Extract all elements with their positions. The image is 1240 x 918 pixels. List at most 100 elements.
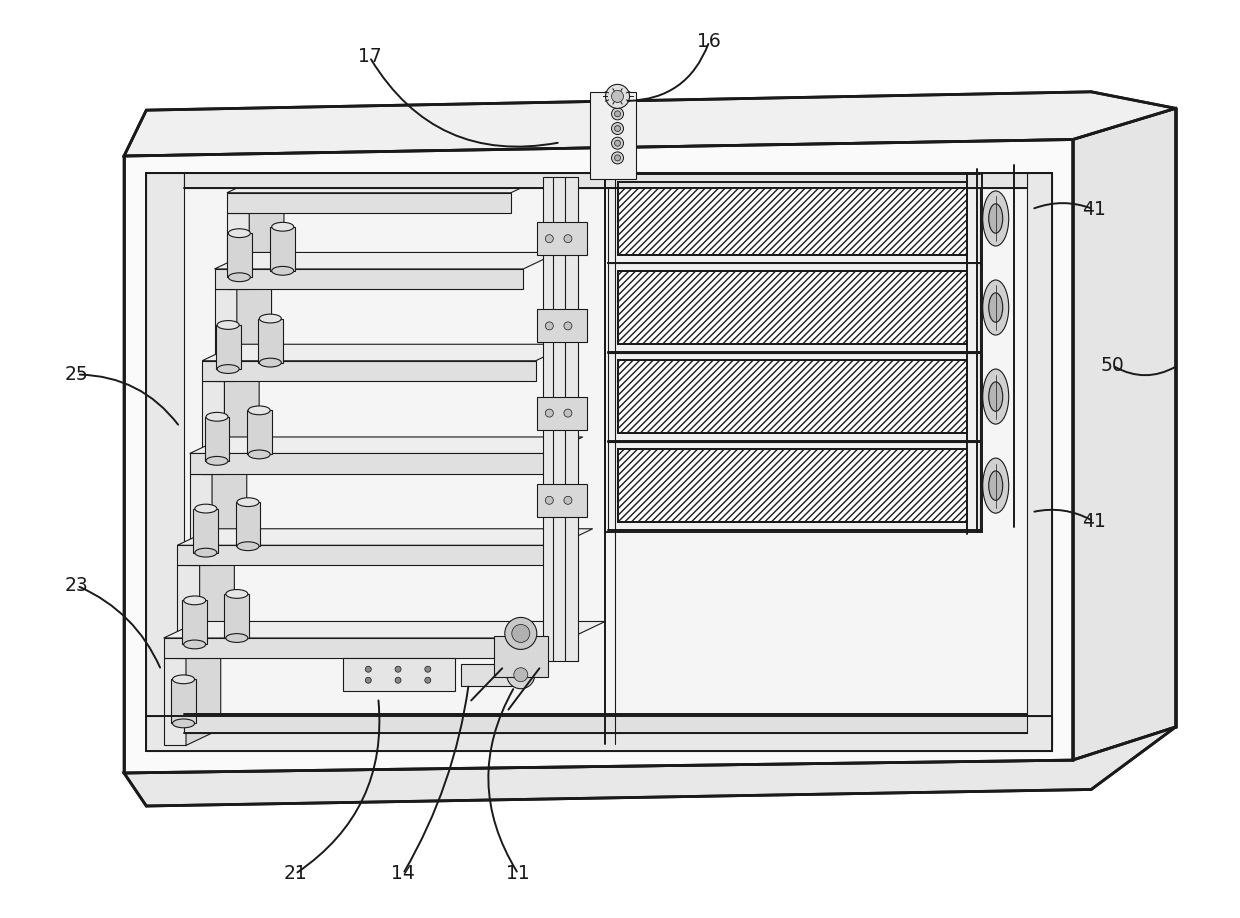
Polygon shape xyxy=(1027,173,1052,744)
Polygon shape xyxy=(186,642,221,745)
Polygon shape xyxy=(164,621,605,638)
Polygon shape xyxy=(258,319,283,363)
Polygon shape xyxy=(146,716,1052,751)
Ellipse shape xyxy=(988,382,1003,411)
Text: 17: 17 xyxy=(357,48,382,66)
Polygon shape xyxy=(618,182,967,255)
Polygon shape xyxy=(537,484,587,517)
Polygon shape xyxy=(193,509,218,553)
Circle shape xyxy=(564,235,572,242)
Circle shape xyxy=(615,111,620,117)
Polygon shape xyxy=(618,271,967,344)
Polygon shape xyxy=(184,173,1027,188)
Circle shape xyxy=(564,409,572,417)
Polygon shape xyxy=(224,594,249,638)
Polygon shape xyxy=(215,252,558,269)
Polygon shape xyxy=(236,502,260,546)
Ellipse shape xyxy=(184,640,206,649)
Ellipse shape xyxy=(195,504,217,513)
Polygon shape xyxy=(164,638,570,658)
Polygon shape xyxy=(177,529,593,545)
Polygon shape xyxy=(227,233,252,277)
Polygon shape xyxy=(146,173,184,744)
Circle shape xyxy=(396,677,401,683)
Circle shape xyxy=(611,107,624,120)
Ellipse shape xyxy=(259,358,281,367)
Polygon shape xyxy=(590,92,636,179)
Circle shape xyxy=(366,666,371,672)
Polygon shape xyxy=(537,309,587,342)
Circle shape xyxy=(546,235,553,242)
Polygon shape xyxy=(237,273,272,381)
Ellipse shape xyxy=(226,633,248,643)
Text: 23: 23 xyxy=(64,577,89,595)
Circle shape xyxy=(513,667,528,682)
Polygon shape xyxy=(205,417,229,461)
Circle shape xyxy=(611,137,624,150)
Circle shape xyxy=(546,497,553,504)
Circle shape xyxy=(615,155,620,161)
Polygon shape xyxy=(1073,108,1176,760)
Polygon shape xyxy=(190,453,548,474)
Polygon shape xyxy=(608,174,980,263)
Circle shape xyxy=(366,677,371,683)
Circle shape xyxy=(564,322,572,330)
Polygon shape xyxy=(461,664,515,686)
Circle shape xyxy=(546,322,553,330)
Ellipse shape xyxy=(206,456,228,465)
Polygon shape xyxy=(247,410,272,454)
Circle shape xyxy=(615,140,620,146)
Polygon shape xyxy=(227,193,511,213)
Ellipse shape xyxy=(237,498,259,507)
Ellipse shape xyxy=(248,406,270,415)
Circle shape xyxy=(611,90,624,103)
Circle shape xyxy=(425,666,430,672)
Polygon shape xyxy=(164,658,186,745)
Polygon shape xyxy=(182,600,207,644)
Circle shape xyxy=(615,96,620,102)
Circle shape xyxy=(611,122,624,135)
Circle shape xyxy=(425,677,430,683)
Polygon shape xyxy=(227,213,249,289)
Ellipse shape xyxy=(988,204,1003,233)
Circle shape xyxy=(505,618,537,649)
Text: 16: 16 xyxy=(697,32,722,50)
Polygon shape xyxy=(124,727,1176,806)
Text: 25: 25 xyxy=(64,365,89,384)
Circle shape xyxy=(396,666,401,672)
Polygon shape xyxy=(270,227,295,271)
Circle shape xyxy=(546,409,553,417)
Ellipse shape xyxy=(228,273,250,282)
Polygon shape xyxy=(537,397,587,430)
Ellipse shape xyxy=(988,471,1003,500)
Ellipse shape xyxy=(983,280,1008,335)
Ellipse shape xyxy=(226,589,248,599)
Text: 50: 50 xyxy=(1100,356,1125,375)
Polygon shape xyxy=(494,636,548,677)
Polygon shape xyxy=(608,353,980,441)
Polygon shape xyxy=(190,474,212,565)
Polygon shape xyxy=(343,658,455,691)
Circle shape xyxy=(615,126,620,131)
Polygon shape xyxy=(608,263,980,352)
Polygon shape xyxy=(124,92,1176,156)
Text: 21: 21 xyxy=(283,865,308,883)
Polygon shape xyxy=(171,679,196,723)
Text: 14: 14 xyxy=(391,865,415,883)
Polygon shape xyxy=(177,565,200,658)
Ellipse shape xyxy=(217,364,239,374)
Polygon shape xyxy=(249,196,284,289)
Polygon shape xyxy=(202,344,570,361)
Ellipse shape xyxy=(195,548,217,557)
Ellipse shape xyxy=(228,229,250,238)
Text: 41: 41 xyxy=(1081,200,1106,218)
Ellipse shape xyxy=(237,542,259,551)
Ellipse shape xyxy=(172,719,195,728)
Polygon shape xyxy=(537,222,587,255)
Ellipse shape xyxy=(184,596,206,605)
Polygon shape xyxy=(190,437,583,453)
Circle shape xyxy=(564,497,572,504)
Text: 41: 41 xyxy=(1081,512,1106,531)
Ellipse shape xyxy=(272,266,294,275)
Ellipse shape xyxy=(272,222,294,231)
